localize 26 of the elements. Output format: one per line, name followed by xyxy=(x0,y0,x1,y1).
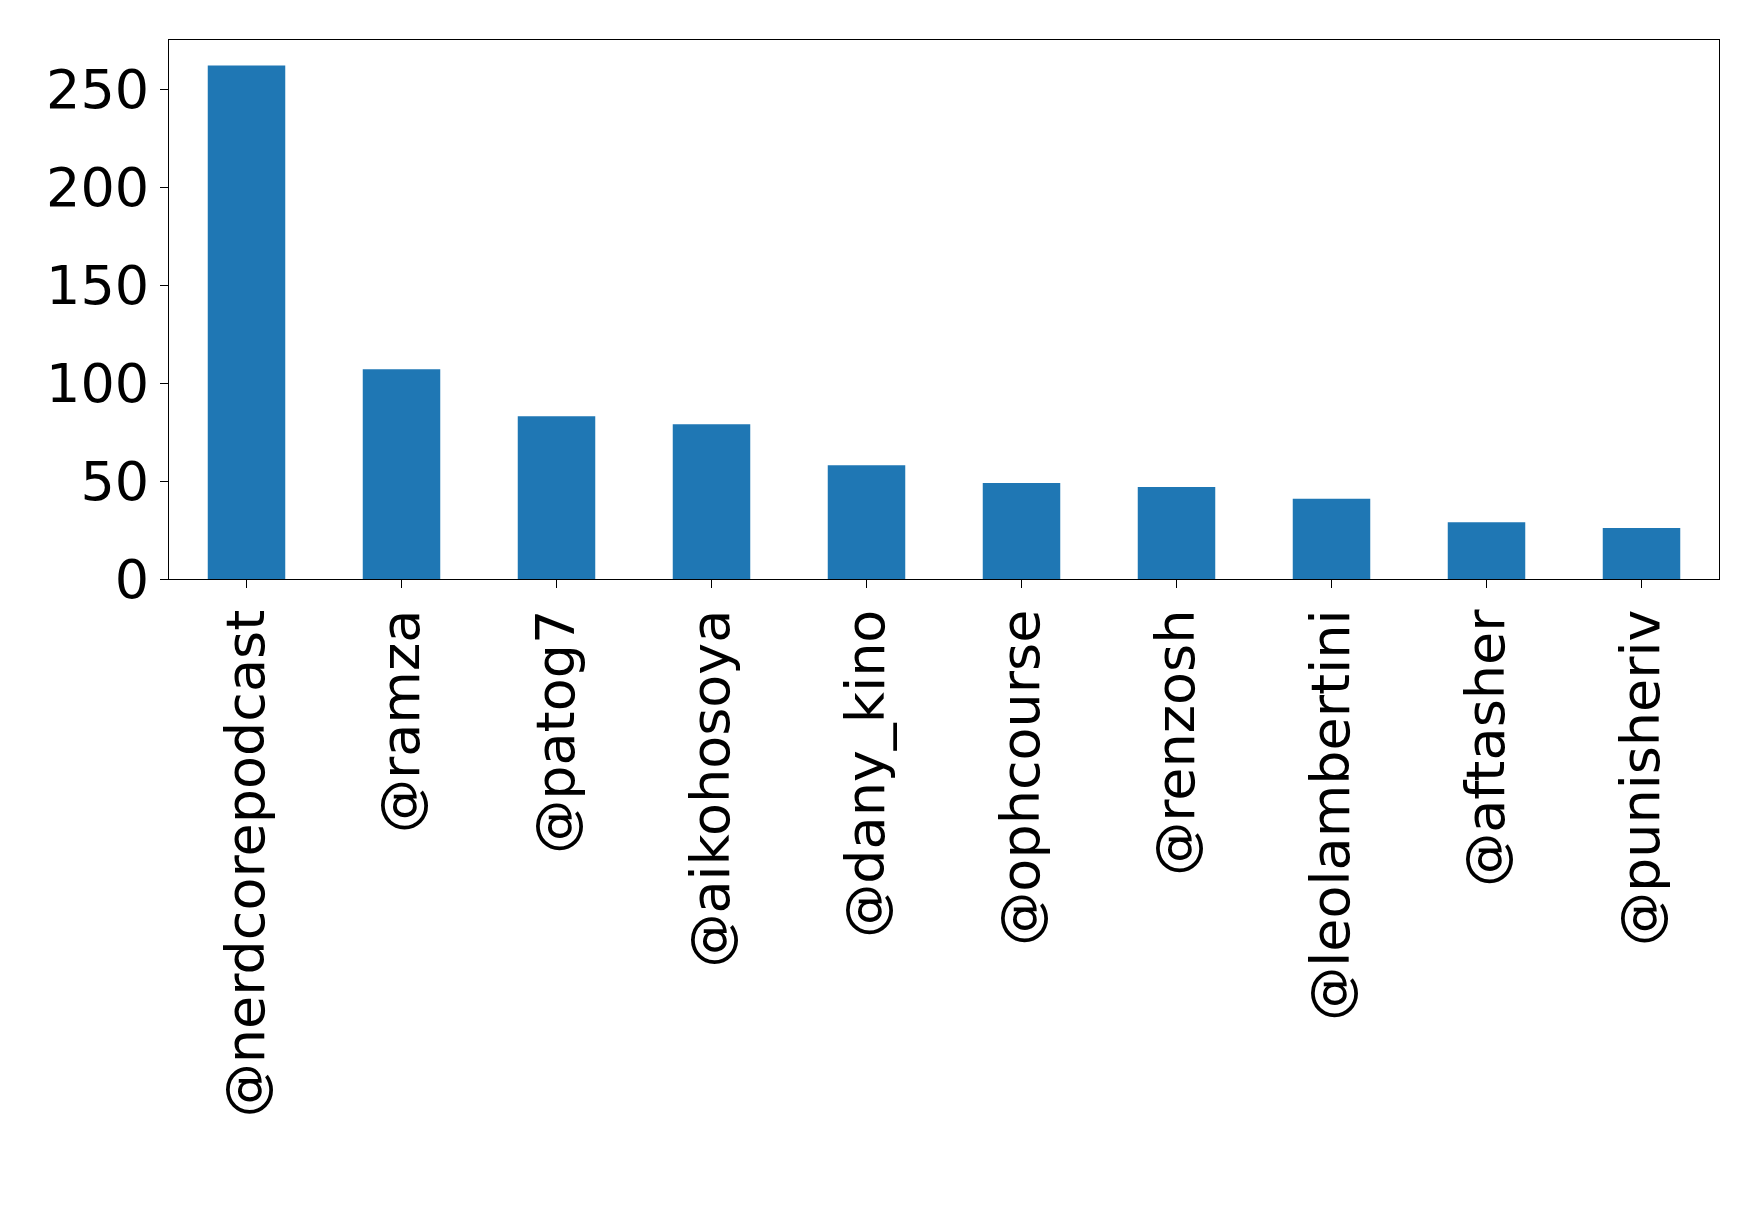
x-tick-label: @leolambertini xyxy=(1299,609,1363,1021)
bar xyxy=(672,424,751,579)
x-tick-label: @dany_kino xyxy=(834,609,898,938)
x-tick-label: @nerdcorepodcast xyxy=(214,609,278,1118)
y-tick-label: 250 xyxy=(46,57,150,121)
x-tick-label: @ophcourse xyxy=(989,609,1053,946)
bar xyxy=(1602,528,1681,579)
bar xyxy=(362,369,441,579)
x-tick-label: @aikohosoya xyxy=(679,609,743,968)
x-tick-label: @aftasher xyxy=(1454,608,1518,887)
bar xyxy=(1137,486,1216,579)
bar xyxy=(1447,522,1526,579)
x-tick-label: @patog7 xyxy=(524,609,588,854)
bar xyxy=(827,465,906,579)
y-tick-label: 50 xyxy=(80,449,150,513)
x-tick-label: @ramza xyxy=(369,609,433,833)
y-tick-label: 150 xyxy=(46,253,150,317)
x-tick-label: @renzosh xyxy=(1144,609,1208,876)
bar xyxy=(207,65,286,579)
bar xyxy=(1292,498,1371,579)
y-tick-label: 100 xyxy=(46,351,150,415)
bar xyxy=(982,482,1061,579)
y-tick-label: 0 xyxy=(114,547,150,611)
y-tick-label: 200 xyxy=(46,155,150,219)
bar xyxy=(517,416,596,579)
x-tick-label: @punisheriv xyxy=(1609,609,1673,947)
